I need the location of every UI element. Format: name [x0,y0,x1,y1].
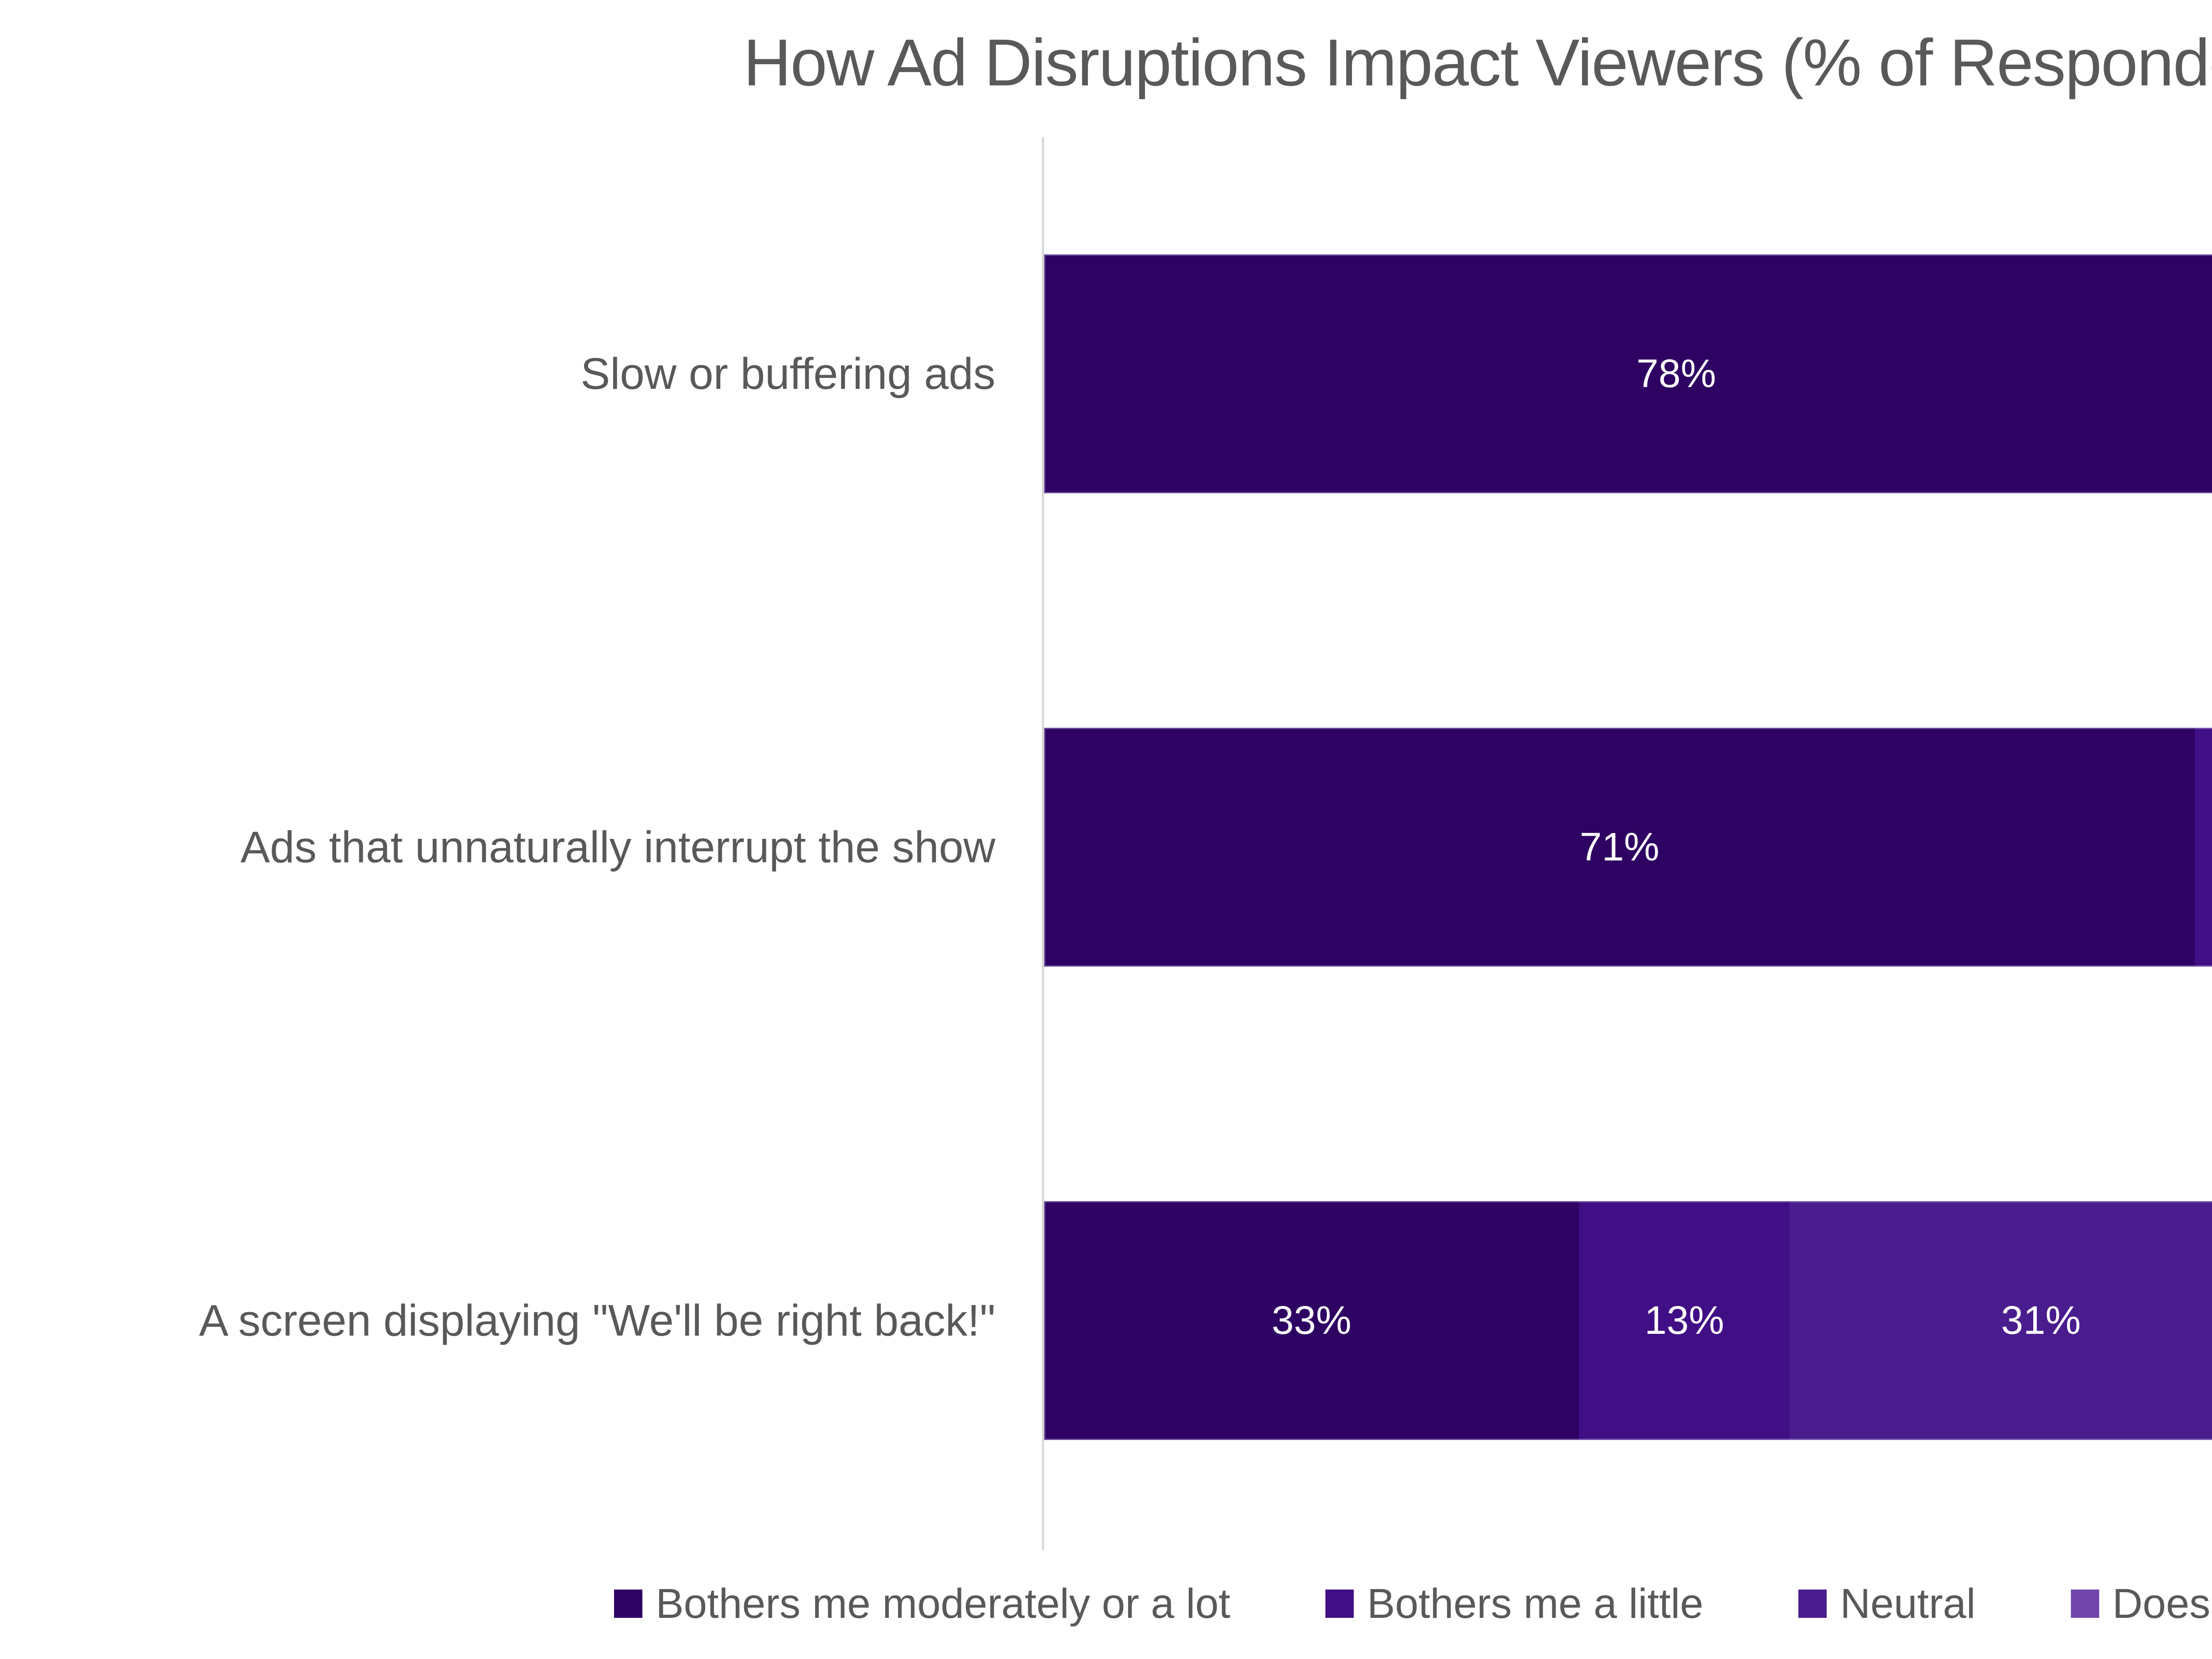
bar-row: A screen displaying "We'll be right back… [146,1201,2212,1440]
stacked-bar: 33%13%31%23% [1044,1201,2212,1440]
data-label: 71% [1579,825,1659,869]
legend: Bothers me moderately or a lot Bothers me… [146,1568,2212,1639]
bar-segment: 33% [1044,1201,1579,1440]
bar-segment: 71% [1044,728,2195,967]
data-label: 78% [1636,351,1717,396]
bar-segment: 13% [2195,728,2212,967]
legend-item: Bothers me a little [1325,1580,1703,1628]
legend-item: Neutral [1798,1580,1976,1628]
chart-title: How Ad Disruptions Impact Viewers (% of … [743,25,2212,100]
bar-segment: 31% [1790,1201,2212,1440]
legend-label: Neutral [1840,1580,1976,1627]
stacked-bar: 78%11%7%4% [1044,254,2212,493]
data-label: 13% [1644,1298,1724,1343]
bar-segment: 13% [1579,1201,1790,1440]
legend-swatch [614,1590,643,1618]
bar-segment: 78% [1044,254,2212,493]
category-axis-line [1042,137,1044,1551]
bar-row: Ads that unnaturally interrupt the show 7… [146,728,2212,967]
category-label: Slow or buffering ads [580,349,995,399]
legend-label: Bothers me a little [1367,1580,1704,1627]
legend-item: Bothers me moderately or a lot [614,1580,1230,1628]
stacked-bar: 71%13%10%6% [1044,728,2212,967]
legend-swatch [2070,1590,2099,1618]
legend-label: Does not bother me [2112,1580,2212,1627]
legend-swatch [1325,1590,1354,1618]
legend-label: Bothers me moderately or a lot [656,1580,1230,1627]
legend-item: Does not bother me [2070,1580,2212,1628]
data-label: 31% [2001,1298,2081,1343]
category-label: A screen displaying "We'll be right back… [199,1295,995,1345]
bar-row: Slow or buffering ads 78%11%7%4% [146,254,2212,493]
data-label: 33% [1271,1298,1352,1343]
legend-swatch [1798,1590,1827,1618]
category-label: Ads that unnaturally interrupt the show [240,822,995,872]
chart-frame: How Ad Disruptions Impact Viewers (% of … [146,0,2212,1659]
